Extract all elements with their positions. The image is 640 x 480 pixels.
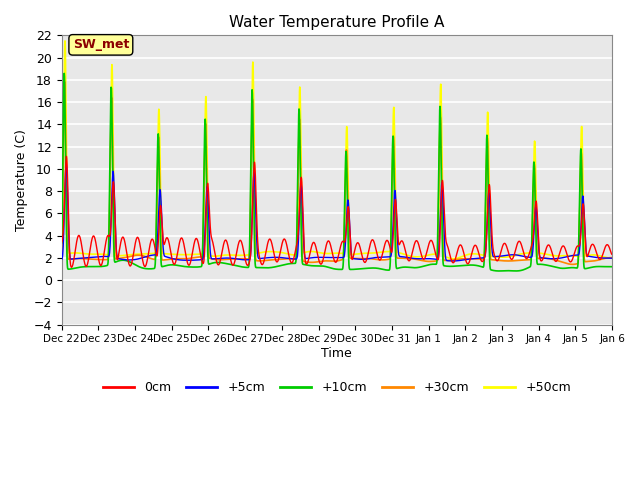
0cm	[497, 248, 505, 254]
+5cm	[365, 256, 372, 262]
+5cm	[608, 255, 616, 261]
Line: +10cm: +10cm	[61, 73, 612, 271]
+5cm	[560, 254, 568, 260]
+30cm	[212, 257, 220, 263]
+5cm	[575, 250, 583, 256]
+10cm	[497, 268, 505, 274]
Line: +30cm: +30cm	[61, 82, 612, 264]
+50cm	[61, 38, 69, 44]
+10cm	[365, 265, 372, 271]
+10cm	[58, 240, 65, 246]
+30cm	[560, 260, 568, 265]
+30cm	[58, 249, 65, 254]
+50cm	[560, 253, 568, 259]
+50cm	[450, 256, 458, 262]
+50cm	[497, 254, 505, 260]
Legend: 0cm, +5cm, +10cm, +30cm, +50cm: 0cm, +5cm, +10cm, +30cm, +50cm	[98, 376, 576, 399]
+10cm	[60, 71, 68, 76]
0cm	[575, 243, 583, 249]
+5cm	[353, 256, 361, 262]
+50cm	[365, 250, 372, 256]
0cm	[63, 154, 70, 159]
Line: +5cm: +5cm	[61, 163, 612, 261]
Text: SW_met: SW_met	[73, 38, 129, 51]
+50cm	[58, 249, 65, 254]
0cm	[58, 240, 65, 245]
Line: 0cm: 0cm	[61, 156, 612, 267]
0cm	[353, 240, 361, 246]
Line: +50cm: +50cm	[61, 41, 612, 259]
+5cm	[58, 257, 65, 263]
+30cm	[608, 255, 616, 261]
+50cm	[353, 251, 361, 257]
0cm	[560, 243, 568, 249]
+10cm	[560, 265, 568, 271]
0cm	[68, 264, 76, 270]
X-axis label: Time: Time	[321, 347, 352, 360]
+30cm	[569, 262, 577, 267]
0cm	[608, 252, 616, 257]
0cm	[212, 254, 220, 260]
+5cm	[63, 160, 70, 166]
+10cm	[575, 217, 583, 223]
+50cm	[212, 253, 220, 259]
+10cm	[353, 266, 361, 272]
+10cm	[212, 260, 220, 265]
+5cm	[449, 258, 456, 264]
+30cm	[61, 79, 68, 84]
Y-axis label: Temperature (C): Temperature (C)	[15, 129, 28, 231]
+10cm	[495, 268, 503, 274]
0cm	[365, 246, 373, 252]
Title: Water Temperature Profile A: Water Temperature Profile A	[229, 15, 445, 30]
+5cm	[212, 256, 220, 262]
+30cm	[353, 256, 361, 262]
+5cm	[497, 253, 505, 259]
+50cm	[575, 237, 583, 242]
+10cm	[608, 264, 616, 270]
+30cm	[365, 256, 372, 262]
+30cm	[497, 258, 505, 264]
+50cm	[608, 255, 616, 261]
+30cm	[575, 233, 583, 239]
